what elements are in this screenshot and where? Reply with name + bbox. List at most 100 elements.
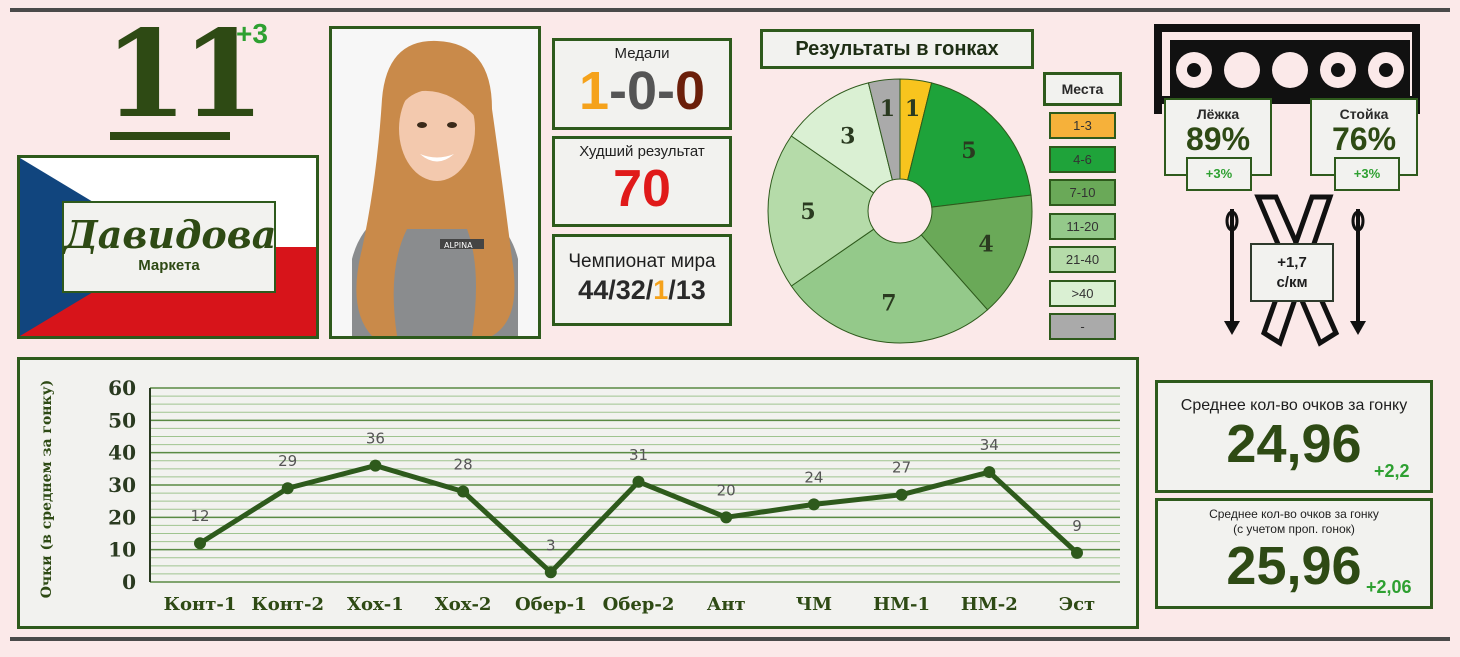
pie-slice-label: 1 [905,96,920,122]
medal-separator: - [657,61,675,121]
wc-part-3: /13 [668,275,706,305]
x-tick-label: Хох-1 [347,594,404,615]
y-axis-label: Очки (в среднем за гонку) [39,380,55,599]
worst-result-label: Худший результат [579,143,705,160]
x-tick-label: НМ-2 [961,594,1018,615]
pie-slice-label: 1 [880,96,895,122]
ski-speed-value: +1,7 [1277,254,1307,271]
prone-label: Лёжка [1196,106,1240,122]
prone-percent: 89% [1185,121,1251,157]
x-tick-label: Обер-2 [603,594,675,615]
pie-slice [867,78,901,181]
pie-slice-label: 4 [978,232,993,258]
standing-card: Стойка 76% [1310,98,1418,176]
ski-speed-unit: с/км [1276,274,1308,291]
worst-result-value: 70 [613,160,671,218]
data-point [895,488,908,501]
points-line-chart: 0 10 20 30 40 50 60 Очки (в среднем за гонку) Ко… [39,376,1120,615]
y-tick-label: 20 [108,505,136,529]
avg-points-adjusted-value: 25,96 [1226,536,1362,596]
bronze-count: 0 [675,61,706,121]
data-point [807,498,820,511]
worst-result-card: Худший результат 70 [552,136,732,227]
data-label: 28 [454,455,473,473]
x-tick-label: Обер-1 [515,594,587,615]
data-point [1071,546,1083,559]
rank-block: 11 [104,0,265,150]
points-chart-panel: 0 10 20 30 40 50 60 Очки (в среднем за гонку) Ко… [17,357,1139,629]
top-rule [10,8,1450,12]
name-card: Давидова Маркета [62,201,276,293]
avg-points-card: Среднее кол-во очков за гонку 24,96 +2,2 [1155,380,1433,493]
bottom-rule [10,637,1450,641]
medals-label: Медали [614,45,670,62]
athlete-surname: Давидова [64,212,277,257]
athlete-first-name: Маркета [138,257,200,274]
data-label: 27 [892,459,911,477]
y-tick-label: 60 [108,376,136,400]
standing-percent: 76% [1331,121,1397,157]
data-label: 20 [717,481,736,499]
prone-delta: +3% [1186,157,1252,191]
data-label: 9 [1072,517,1082,535]
y-tick-label: 10 [108,538,136,562]
pie-title: Результаты в гонках [760,29,1034,69]
pie-slice-label: 5 [800,199,815,225]
wc-part-1: 44/32/ [578,275,654,305]
avg-points-adjusted-delta: +2,06 [1366,577,1412,597]
shooting-target-icon [1154,24,1420,114]
data-label: 29 [278,452,297,470]
medal-separator: - [608,61,627,121]
avg-points-delta: +2,2 [1374,461,1410,481]
data-point [720,511,733,524]
legend-item: 21-40 [1049,246,1116,273]
legend-item: - [1049,313,1116,340]
medals-card: Медали 1-0-0 [552,38,732,130]
avg-points-label: Среднее кол-во очков за гонку [1180,397,1408,414]
legend-item: >40 [1049,279,1116,307]
y-tick-label: 50 [108,408,136,432]
pie-slice-label: 7 [881,290,896,316]
avg-points-adjusted-card: Среднее кол-во очков за гонку (с учетом … [1155,498,1433,609]
y-tick-label: 0 [122,570,136,594]
gold-count: 1 [578,61,609,121]
rank-number: 11 [104,4,265,145]
data-label: 36 [366,430,385,448]
pie-slice-label: 3 [840,123,855,149]
legend-title: Места [1043,72,1122,106]
data-point [457,485,470,498]
x-tick-label: Ант [707,594,746,615]
pie-slice [790,228,989,344]
pie-slice [767,135,875,287]
athlete-photo: ALPINA [329,26,541,339]
world-championship-card: Чемпионат мира 44/32/1/13 [552,234,732,326]
pie-slice [790,82,893,194]
x-tick-label: Конт-2 [251,594,324,615]
x-tick-label: Хох-2 [435,594,492,615]
data-label: 31 [629,446,648,464]
y-tick-label: 40 [108,441,136,465]
legend-item: 11-20 [1049,212,1116,240]
pie-slice [920,194,1033,311]
medals-value: 1-0-0 [555,62,729,120]
legend-item: 4-6 [1049,145,1116,173]
data-label: 24 [804,468,823,486]
avg-points-adjusted-label-1: Среднее кол-во очков за гонку [1209,507,1379,521]
avg-points-adjusted-label-2: (с учетом проп. гонок) [1233,522,1355,536]
data-point [632,475,645,488]
x-tick-label: Конт-1 [164,594,237,615]
x-tick-label: Эст [1059,594,1095,615]
data-label: 3 [546,536,556,554]
pie-slice [907,82,1032,208]
x-tick-label: НМ-1 [873,594,930,615]
legend-item: 7-10 [1049,179,1116,206]
legend-item: 1-3 [1049,112,1116,139]
pie-slice-label: 5 [961,138,976,164]
data-point [369,459,382,472]
ski-speed-card: +1,7 с/км [1250,243,1334,302]
world-championship-value: 44/32/1/13 [555,275,729,306]
y-tick-label: 30 [108,473,136,497]
world-championship-label: Чемпионат мира [568,251,716,272]
rank-underline [110,132,230,140]
